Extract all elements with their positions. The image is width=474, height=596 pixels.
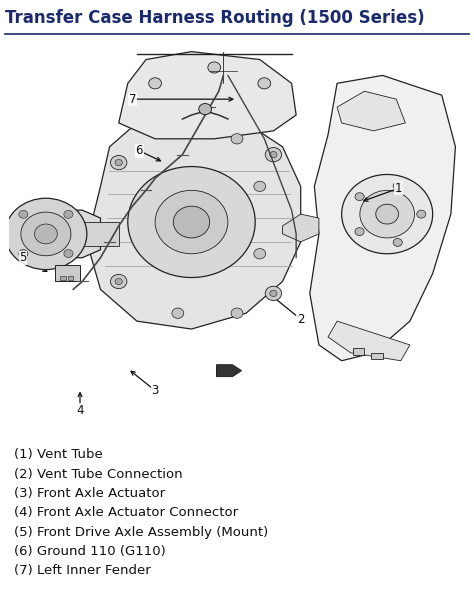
Text: (3) Front Axle Actuator: (3) Front Axle Actuator — [14, 487, 165, 500]
Circle shape — [254, 249, 265, 259]
Circle shape — [376, 204, 399, 224]
Circle shape — [173, 206, 210, 238]
Circle shape — [265, 286, 282, 300]
Circle shape — [64, 250, 73, 257]
Bar — [61, 275, 66, 280]
Text: (4) Front Axle Actuator Connector: (4) Front Axle Actuator Connector — [14, 507, 238, 519]
Text: (5) Front Drive Axle Assembly (Mount): (5) Front Drive Axle Assembly (Mount) — [14, 526, 268, 539]
Circle shape — [355, 193, 364, 201]
Text: 1: 1 — [395, 182, 402, 195]
Circle shape — [199, 104, 211, 114]
Circle shape — [35, 224, 57, 244]
Text: (2) Vent Tube Connection: (2) Vent Tube Connection — [14, 468, 183, 481]
Circle shape — [155, 190, 228, 254]
Circle shape — [270, 151, 277, 158]
Circle shape — [231, 308, 243, 318]
Polygon shape — [217, 365, 242, 377]
Text: (1) Vent Tube: (1) Vent Tube — [14, 448, 103, 461]
Polygon shape — [337, 91, 405, 131]
Text: 6: 6 — [136, 144, 143, 157]
Circle shape — [115, 159, 122, 166]
Circle shape — [355, 228, 364, 235]
Polygon shape — [18, 210, 100, 257]
Text: 3: 3 — [151, 384, 159, 397]
Bar — [371, 353, 383, 359]
Text: Transfer Case Harness Routing (1500 Series): Transfer Case Harness Routing (1500 Seri… — [5, 9, 424, 27]
Circle shape — [258, 77, 271, 89]
Circle shape — [342, 175, 433, 254]
Circle shape — [208, 62, 220, 73]
Polygon shape — [82, 222, 118, 246]
Circle shape — [254, 181, 265, 191]
Polygon shape — [87, 115, 301, 329]
Circle shape — [5, 198, 87, 269]
Text: 2: 2 — [297, 313, 304, 325]
Circle shape — [231, 134, 243, 144]
Polygon shape — [118, 52, 296, 139]
Bar — [55, 265, 80, 281]
Text: (6) Ground 110 (G110): (6) Ground 110 (G110) — [14, 545, 166, 558]
Circle shape — [172, 308, 184, 318]
Circle shape — [149, 77, 162, 89]
Circle shape — [19, 210, 28, 218]
Circle shape — [21, 212, 71, 256]
Circle shape — [64, 210, 73, 218]
Circle shape — [110, 274, 127, 288]
Circle shape — [115, 278, 122, 285]
Text: 5: 5 — [19, 251, 27, 264]
Bar — [353, 347, 365, 355]
Circle shape — [360, 190, 414, 238]
Circle shape — [265, 148, 282, 162]
Bar — [68, 275, 73, 280]
Circle shape — [128, 166, 255, 278]
Text: 4: 4 — [76, 404, 84, 417]
Circle shape — [110, 156, 127, 170]
Polygon shape — [328, 321, 410, 361]
Polygon shape — [283, 214, 319, 242]
Circle shape — [270, 290, 277, 297]
Circle shape — [393, 182, 402, 190]
Text: (7) Left Inner Fender: (7) Left Inner Fender — [14, 564, 151, 577]
Circle shape — [393, 238, 402, 246]
Polygon shape — [310, 76, 456, 361]
Text: 7: 7 — [128, 92, 136, 105]
Circle shape — [19, 250, 28, 257]
Circle shape — [417, 210, 426, 218]
